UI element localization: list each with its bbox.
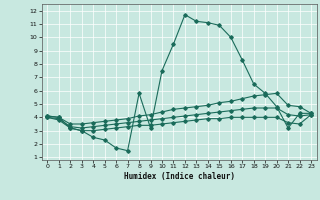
X-axis label: Humidex (Indice chaleur): Humidex (Indice chaleur) [124, 172, 235, 181]
